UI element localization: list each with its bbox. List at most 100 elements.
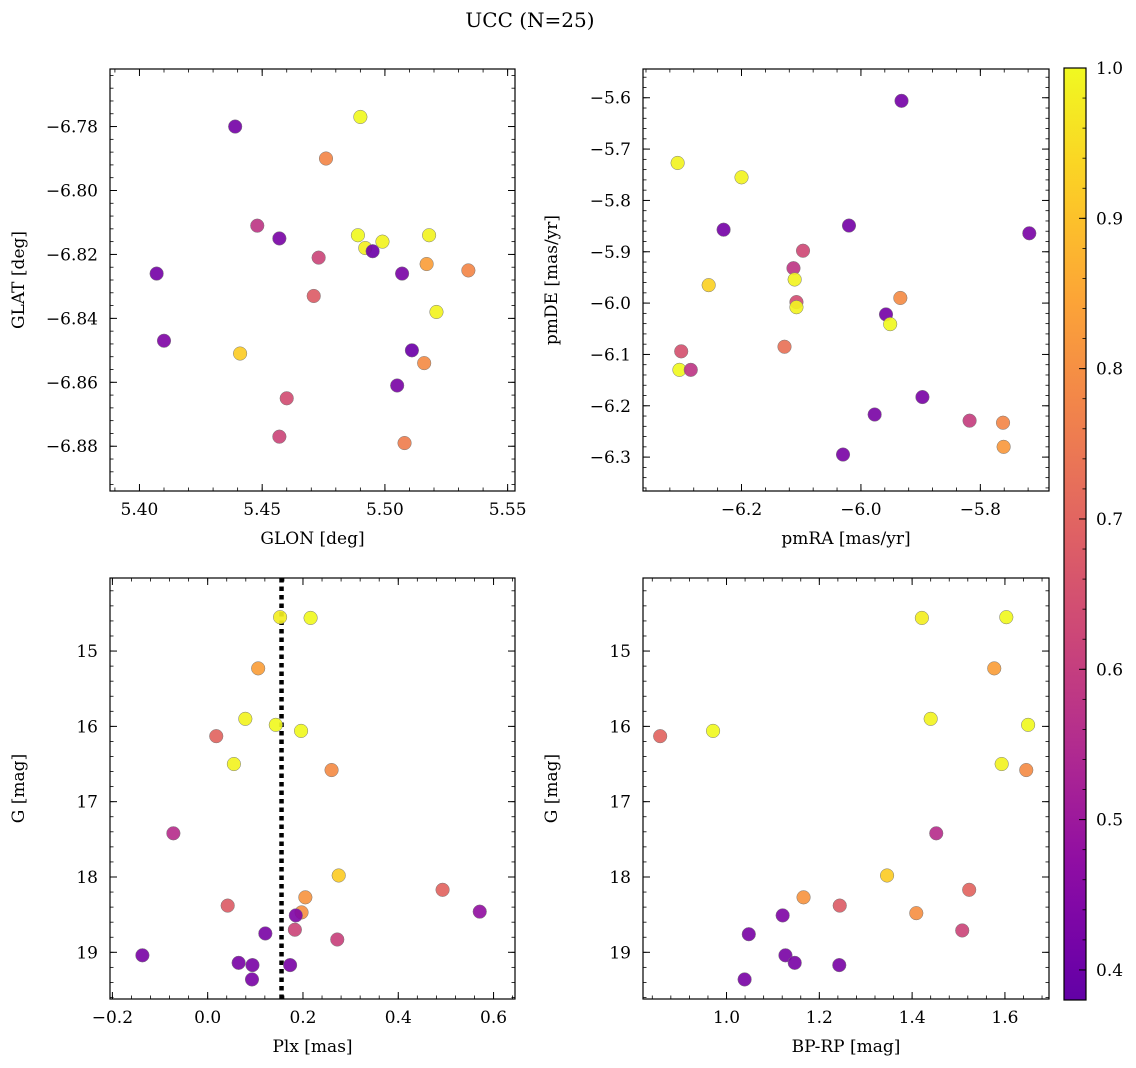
data-point bbox=[737, 972, 752, 987]
panel-2: −6.2 −6.0 −5.8 −5.6 −5.7 −5.8 −5.9 −6.0 −6.1 −6.2… bbox=[542, 68, 1050, 549]
figure-title: UCC (N=25) bbox=[465, 8, 594, 32]
y-tick-label: 17 bbox=[609, 793, 631, 813]
data-point bbox=[995, 415, 1011, 430]
y-tick-label: 19 bbox=[609, 943, 631, 963]
x-tick-label: 0.2 bbox=[289, 1008, 316, 1028]
points bbox=[653, 610, 1036, 987]
data-point bbox=[231, 955, 246, 970]
colorbar-tick-label: 1.0 bbox=[1096, 59, 1123, 79]
x-tick-label: 0.0 bbox=[194, 1008, 221, 1028]
x-tick-label: −6.0 bbox=[840, 500, 881, 520]
data-point bbox=[268, 717, 283, 732]
panel-4: 1.0 1.2 1.4 1.6 15 16 17 18 19 BP-RP [mag] G [mag] bbox=[542, 577, 1050, 1057]
data-point bbox=[294, 723, 309, 738]
data-point bbox=[330, 932, 345, 947]
y-tick-label: −6.82 bbox=[46, 245, 98, 265]
y-tick-label: −5.8 bbox=[590, 191, 631, 211]
data-point bbox=[929, 826, 944, 841]
data-point bbox=[353, 109, 368, 125]
data-point bbox=[226, 756, 241, 772]
data-point bbox=[996, 439, 1011, 454]
data-point bbox=[250, 218, 265, 233]
data-point bbox=[365, 244, 380, 259]
data-point bbox=[311, 250, 326, 265]
data-point bbox=[461, 263, 476, 278]
data-point bbox=[987, 661, 1002, 676]
x-tick-label: −6.2 bbox=[721, 500, 762, 520]
data-point bbox=[701, 278, 716, 293]
data-point bbox=[1022, 226, 1037, 241]
panel-1: 5.40 5.45 5.50 5.55 −6.78 −6.80 −6.82 −6.84 −6.8… bbox=[9, 68, 527, 549]
data-point bbox=[318, 151, 334, 166]
axes-frame bbox=[642, 68, 1050, 492]
y-tick-label: 19 bbox=[76, 943, 98, 963]
data-point bbox=[419, 256, 434, 272]
colorbar-tick-label: 0.8 bbox=[1096, 360, 1123, 380]
y-tick-label: −6.1 bbox=[590, 345, 631, 365]
x-tick-label: 0.4 bbox=[385, 1008, 412, 1028]
colorbar-tick-label: 0.5 bbox=[1096, 811, 1123, 831]
data-point bbox=[245, 958, 260, 973]
y-tick-label: −6.78 bbox=[46, 118, 98, 138]
data-point bbox=[244, 972, 260, 987]
colorbar-gradient bbox=[1063, 67, 1087, 1001]
data-point bbox=[166, 826, 181, 841]
data-point bbox=[251, 661, 266, 676]
data-point bbox=[832, 898, 847, 913]
data-point bbox=[331, 868, 346, 883]
data-point bbox=[287, 922, 302, 937]
data-point bbox=[390, 378, 405, 393]
data-point bbox=[220, 898, 235, 913]
x-tick-label: 1.0 bbox=[713, 1008, 740, 1028]
x-axis-label: GLON [deg] bbox=[260, 529, 364, 549]
colorbar-tick-label: 0.4 bbox=[1096, 961, 1123, 981]
data-point bbox=[789, 300, 804, 315]
data-point bbox=[955, 923, 970, 938]
data-point bbox=[778, 948, 793, 963]
y-tick-label: −6.86 bbox=[46, 373, 98, 393]
data-point bbox=[683, 362, 698, 377]
data-point bbox=[272, 231, 287, 246]
y-axis-label: G [mag] bbox=[542, 754, 562, 823]
x-tick-label: 1.4 bbox=[899, 1008, 926, 1028]
y-tick-label: 15 bbox=[76, 642, 98, 662]
data-point bbox=[279, 391, 294, 406]
axes-frame bbox=[109, 577, 516, 1000]
points bbox=[149, 109, 476, 451]
data-point bbox=[324, 762, 339, 778]
y-tick-label: 16 bbox=[609, 717, 631, 737]
data-point bbox=[272, 429, 287, 444]
data-point bbox=[962, 882, 977, 897]
data-point bbox=[880, 868, 895, 883]
x-tick-label: 1.2 bbox=[806, 1008, 833, 1028]
data-point bbox=[741, 927, 756, 942]
y-axis-label: GLAT [deg] bbox=[9, 231, 29, 329]
panel-3: −0.2 0.0 0.2 0.4 0.6 15 16 17 18 19 Plx [mas] G [ma… bbox=[9, 577, 516, 1057]
data-point bbox=[209, 729, 224, 744]
data-point bbox=[893, 290, 908, 306]
data-point bbox=[706, 723, 721, 738]
data-point bbox=[841, 218, 857, 233]
y-tick-label: 18 bbox=[609, 868, 631, 888]
data-point bbox=[404, 343, 419, 358]
y-tick-label: 18 bbox=[76, 868, 98, 888]
x-axis-label: Plx [mas] bbox=[272, 1037, 352, 1057]
x-tick-label: 5.45 bbox=[243, 500, 281, 520]
y-tick-label: −5.6 bbox=[590, 89, 631, 109]
x-axis-label: pmRA [mas/yr] bbox=[781, 529, 910, 549]
data-point bbox=[397, 435, 412, 451]
x-tick-label: −0.2 bbox=[92, 1008, 133, 1028]
y-tick-label: −6.80 bbox=[46, 181, 98, 201]
data-point bbox=[994, 756, 1009, 772]
x-tick-label: 5.50 bbox=[366, 500, 404, 520]
points bbox=[670, 93, 1037, 462]
data-point bbox=[999, 610, 1014, 625]
data-point bbox=[914, 610, 929, 625]
data-point bbox=[894, 93, 909, 108]
axes-frame bbox=[642, 577, 1050, 1000]
data-point bbox=[156, 333, 172, 348]
x-tick-label: 0.6 bbox=[480, 1008, 507, 1028]
data-point bbox=[258, 926, 273, 941]
data-point bbox=[832, 958, 847, 973]
data-point bbox=[716, 222, 731, 237]
